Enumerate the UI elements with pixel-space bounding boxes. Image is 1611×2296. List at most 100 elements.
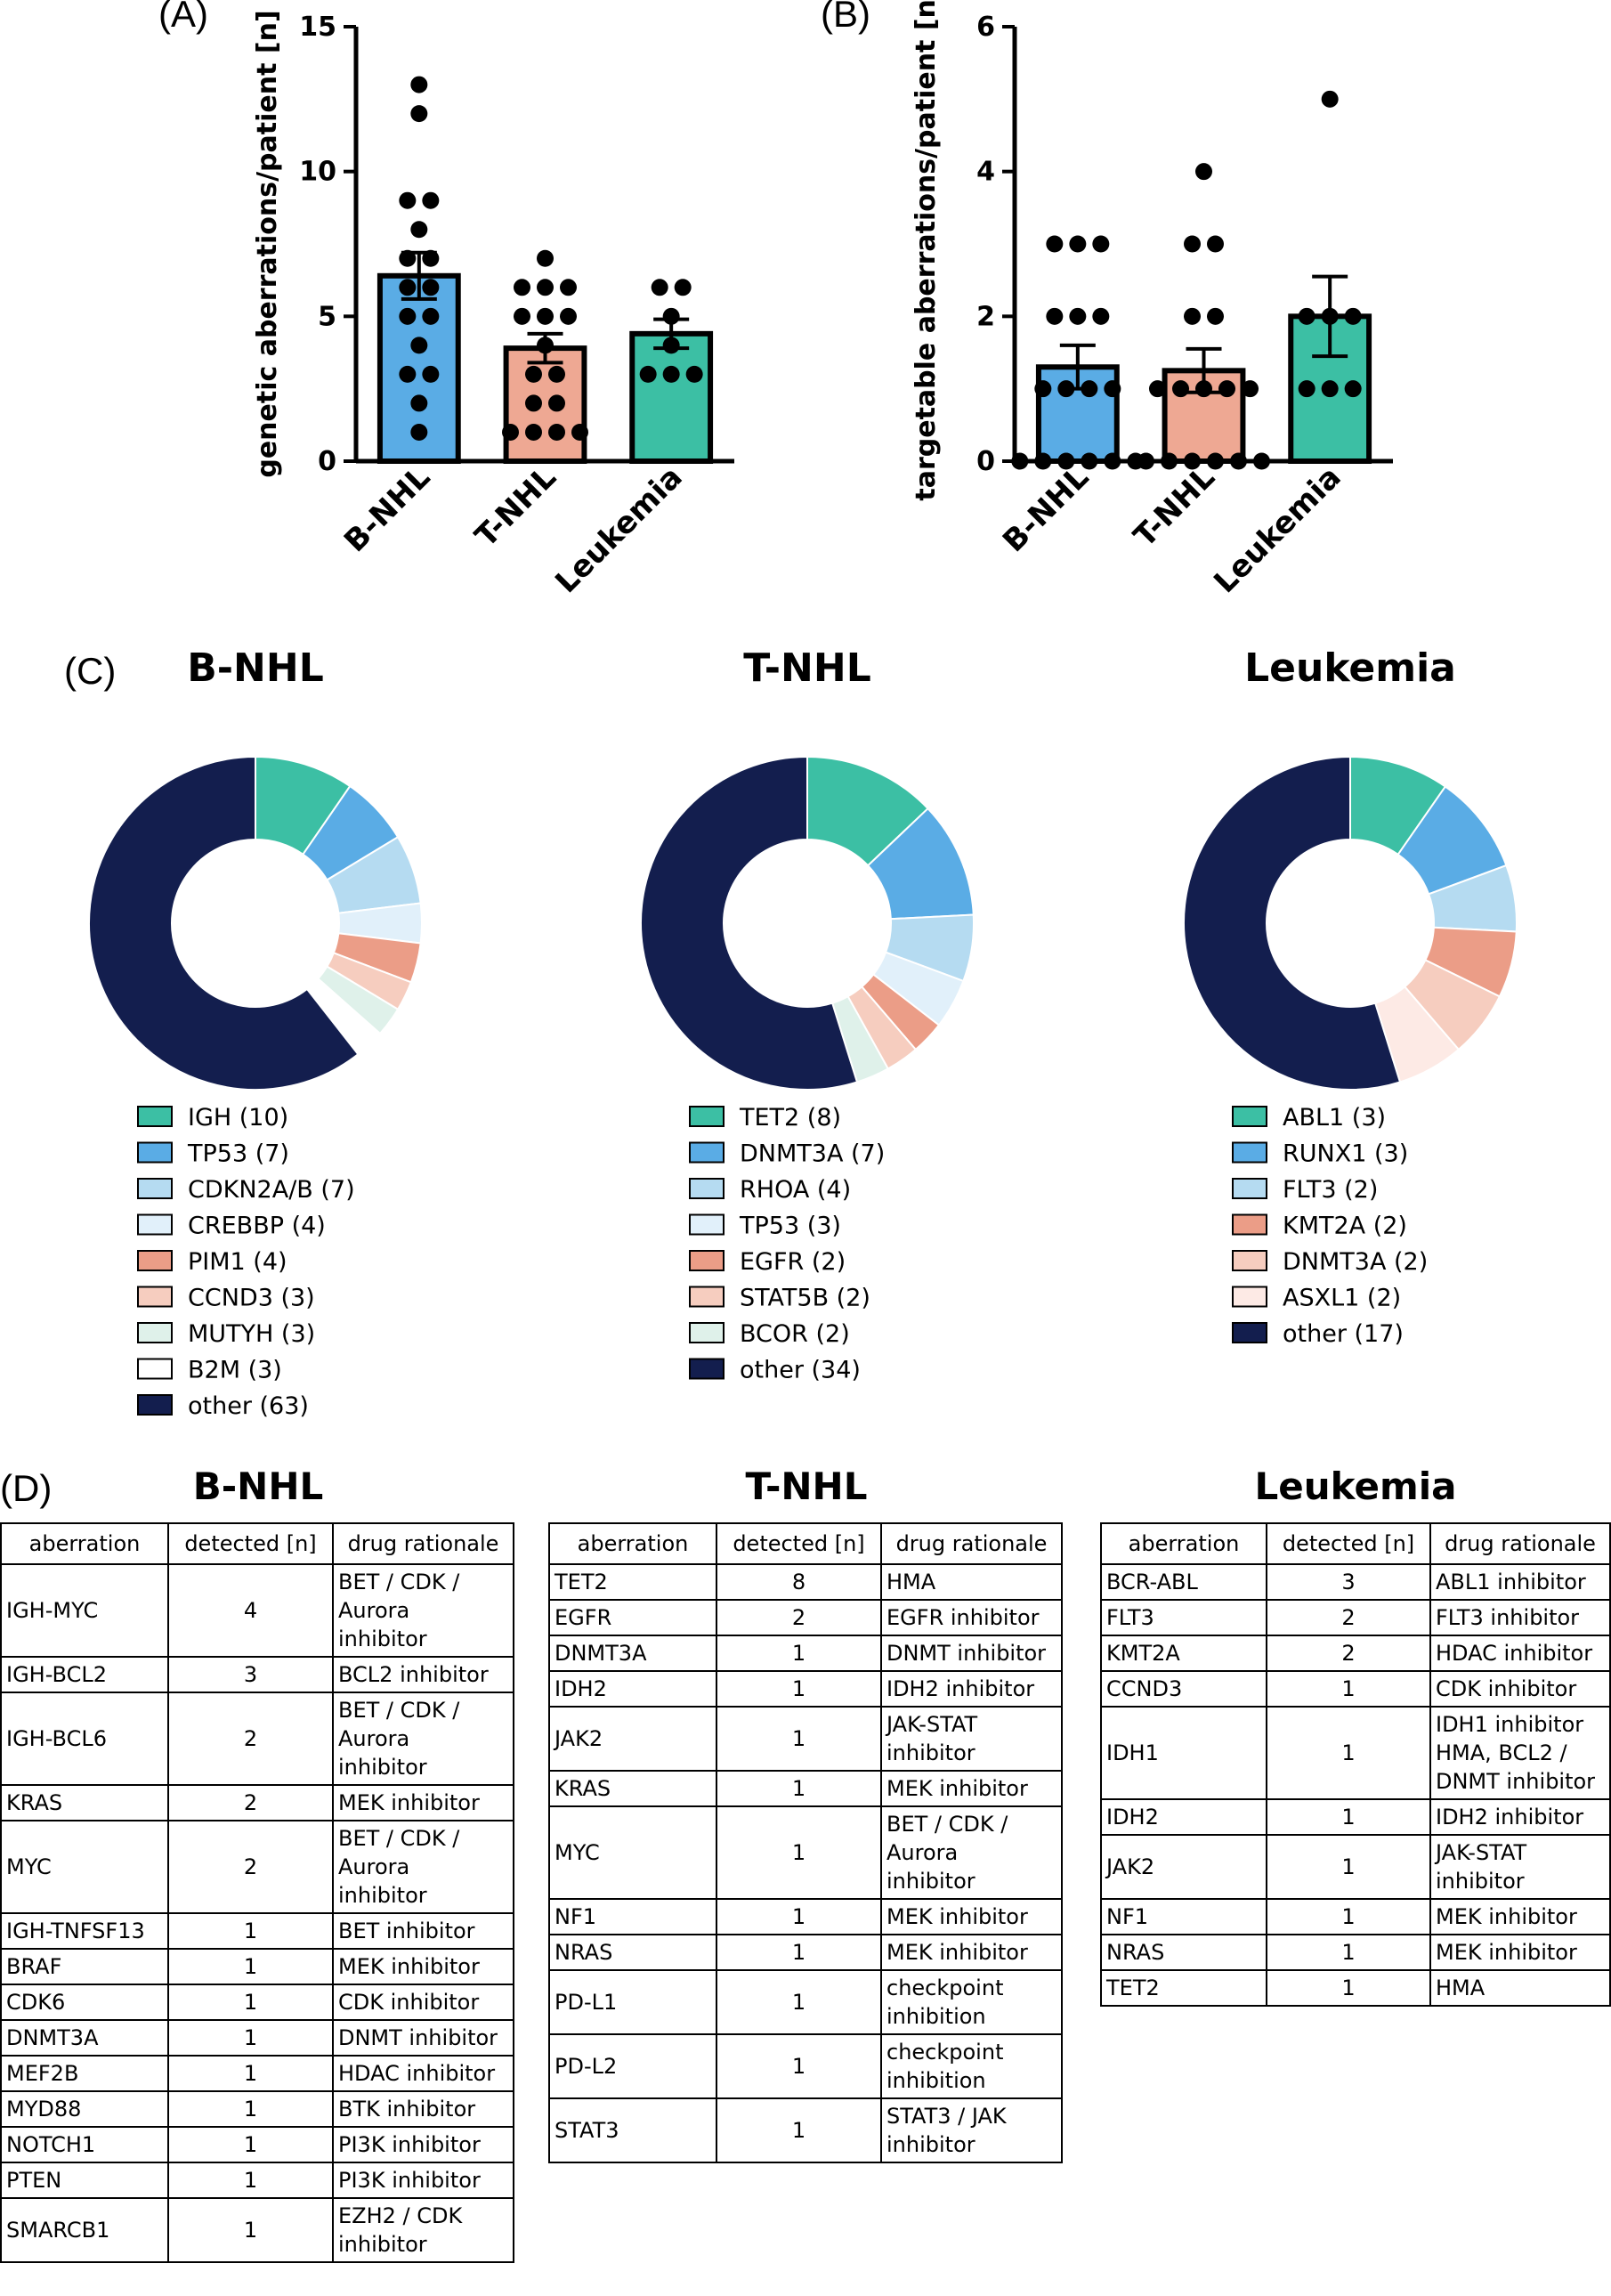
data-point: [1207, 235, 1224, 253]
data-point: [410, 105, 428, 123]
data-point: [514, 307, 530, 325]
drug-rationale-cell: MEK inhibitor: [1429, 1898, 1611, 1935]
aberration-cell: KMT2A: [1100, 1635, 1267, 1672]
panel-label-d: (D): [0, 1467, 53, 1509]
header-detected: detected [n]: [167, 1522, 334, 1565]
data-point: [548, 423, 565, 441]
data-point: [548, 365, 565, 383]
bar-t-nhl: [503, 345, 587, 464]
drug-rationale-line: inhibition: [886, 2068, 986, 2093]
data-point: [1057, 452, 1075, 470]
drug-rationale-cell: BET / CDK / Aurora inhibitor: [332, 1563, 514, 1658]
drug-rationale-line: BET inhibitor: [338, 1919, 475, 1943]
detected-cell: 1: [1266, 1798, 1431, 1836]
drug-rationale-line: PI3K inhibitor: [338, 2168, 481, 2193]
detected-cell: 1: [1266, 1706, 1431, 1800]
aberration-cell: IDH1: [1100, 1706, 1267, 1800]
panel-label-b: (B): [821, 0, 870, 35]
table-row: JAK2 1 JAK-STAT inhibitor: [548, 1706, 1063, 1772]
data-point: [560, 307, 577, 325]
legend-swatch: [689, 1178, 725, 1199]
drug-rationale-line: MEK inhibitor: [338, 1954, 480, 1979]
data-point: [639, 365, 657, 383]
drug-rationale-line: inhibitor: [886, 2132, 976, 2157]
table-row: NRAS 1 MEK inhibitor: [1100, 1934, 1611, 1971]
drug-rationale-line: JAK-STAT: [1436, 1840, 1527, 1865]
data-point: [514, 279, 530, 296]
detected-cell: 1: [716, 2097, 882, 2163]
data-point: [1092, 235, 1110, 253]
drug-rationale-line: inhibitor: [338, 1883, 427, 1908]
drug-rationale-cell: JAK-STAT inhibitor: [1429, 1834, 1611, 1900]
table-row: IDH2 1 IDH2 inhibitor: [1100, 1798, 1611, 1836]
aberration-cell: SMARCB1: [0, 2197, 169, 2263]
table-row: FLT3 2 FLT3 inhibitor: [1100, 1599, 1611, 1636]
bar-chart-b: 0 2 4 6 targetable aberrations/patient [n] B-…: [911, 0, 1393, 600]
data-point: [1321, 90, 1339, 108]
data-point: [525, 423, 542, 441]
data-point: [1104, 380, 1121, 398]
data-point: [1161, 452, 1178, 470]
drug-rationale-line: MEK inhibitor: [886, 1904, 1028, 1929]
y-tick-label: 4: [976, 157, 995, 188]
drug-rationale-cell: DNMT inhibitor: [332, 2019, 514, 2057]
data-point: [571, 423, 588, 441]
donut-chart-leukemia: Leukemia ABL1 (3) RUNX1 (3) FLT3 (2) KMT2A (…: [1183, 645, 1518, 1348]
detected-cell: 1: [716, 1635, 882, 1672]
data-point: [1344, 380, 1362, 398]
table-row: KRAS 1 MEK inhibitor: [548, 1770, 1063, 1807]
drug-rationale-line: Aurora: [338, 1854, 410, 1879]
table-row: IGH-BCL6 2 BET / CDK / Aurora inhibitor: [0, 1692, 514, 1786]
y-axis-label: genetic aberrations/patient [n]: [252, 10, 283, 477]
detected-cell: 1: [167, 2055, 334, 2092]
data-point: [1092, 307, 1110, 325]
drug-rationale-line: Aurora: [338, 1598, 410, 1623]
drug-rationale-line: inhibitor: [338, 1755, 427, 1780]
detected-cell: 1: [167, 1948, 334, 1985]
donut-slice: [1183, 755, 1402, 1091]
table-row: IDH2 1 IDH2 inhibitor: [548, 1670, 1063, 1708]
legend-label: CDKN2A/B (7): [188, 1176, 355, 1204]
legend-swatch: [689, 1250, 725, 1271]
drug-rationale-line: inhibitor: [338, 2232, 427, 2257]
aberration-cell: PTEN: [0, 2162, 169, 2199]
legend-swatch: [1232, 1250, 1267, 1271]
drug-rationale-cell: FLT3 inhibitor: [1429, 1599, 1611, 1636]
drug-rationale-cell: BET / CDK / Aurora inhibitor: [332, 1820, 514, 1914]
detected-cell: 1: [167, 2019, 334, 2057]
data-point: [399, 191, 417, 209]
detected-cell: 1: [1266, 1898, 1431, 1935]
header-aberration: aberration: [1100, 1522, 1267, 1565]
drug-rationale-cell: CDK inhibitor: [332, 1984, 514, 2021]
drug-rationale-line: PI3K inhibitor: [338, 2132, 481, 2157]
aberration-cell: KRAS: [0, 1784, 169, 1821]
drug-rationale-line: BET / CDK /: [338, 1570, 460, 1594]
bar-chart-a: 0 5 10 15 genetic aberrations/patient [n] B-N…: [252, 10, 734, 600]
data-point: [1184, 307, 1201, 325]
aberration-cell: IDH2: [548, 1670, 717, 1708]
aberration-cell: MYC: [0, 1820, 169, 1914]
y-tick-label: 10: [299, 157, 336, 188]
donut-title: B-NHL: [187, 645, 323, 691]
data-point: [651, 279, 668, 296]
table-leukemia: aberration detected [n] drug rationale B…: [1100, 1522, 1611, 2007]
data-point: [1172, 380, 1189, 398]
detected-cell: 1: [167, 2090, 334, 2128]
table-row: CCND3 1 CDK inhibitor: [1100, 1670, 1611, 1708]
table-row: PD-L1 1 checkpoint inhibition: [548, 1969, 1063, 2035]
legend-swatch: [689, 1213, 725, 1236]
data-point: [662, 365, 680, 383]
legend-swatch: [137, 1178, 173, 1199]
detected-cell: 2: [1266, 1635, 1431, 1672]
data-point: [1149, 380, 1166, 398]
aberration-cell: DNMT3A: [0, 2019, 169, 2057]
legend-swatch: [1232, 1141, 1267, 1164]
drug-rationale-cell: MEK inhibitor: [880, 1898, 1063, 1935]
x-tick-label-leukemia: Leukemia: [548, 459, 689, 600]
drug-rationale-line: DNMT inhibitor: [338, 2025, 498, 2050]
data-point: [1321, 307, 1339, 325]
drug-rationale-line: MEK inhibitor: [1436, 1940, 1577, 1965]
aberration-cell: PD-L2: [548, 2033, 717, 2099]
drug-rationale-line: inhibitor: [338, 1627, 427, 1651]
legend-swatch: [689, 1358, 725, 1380]
